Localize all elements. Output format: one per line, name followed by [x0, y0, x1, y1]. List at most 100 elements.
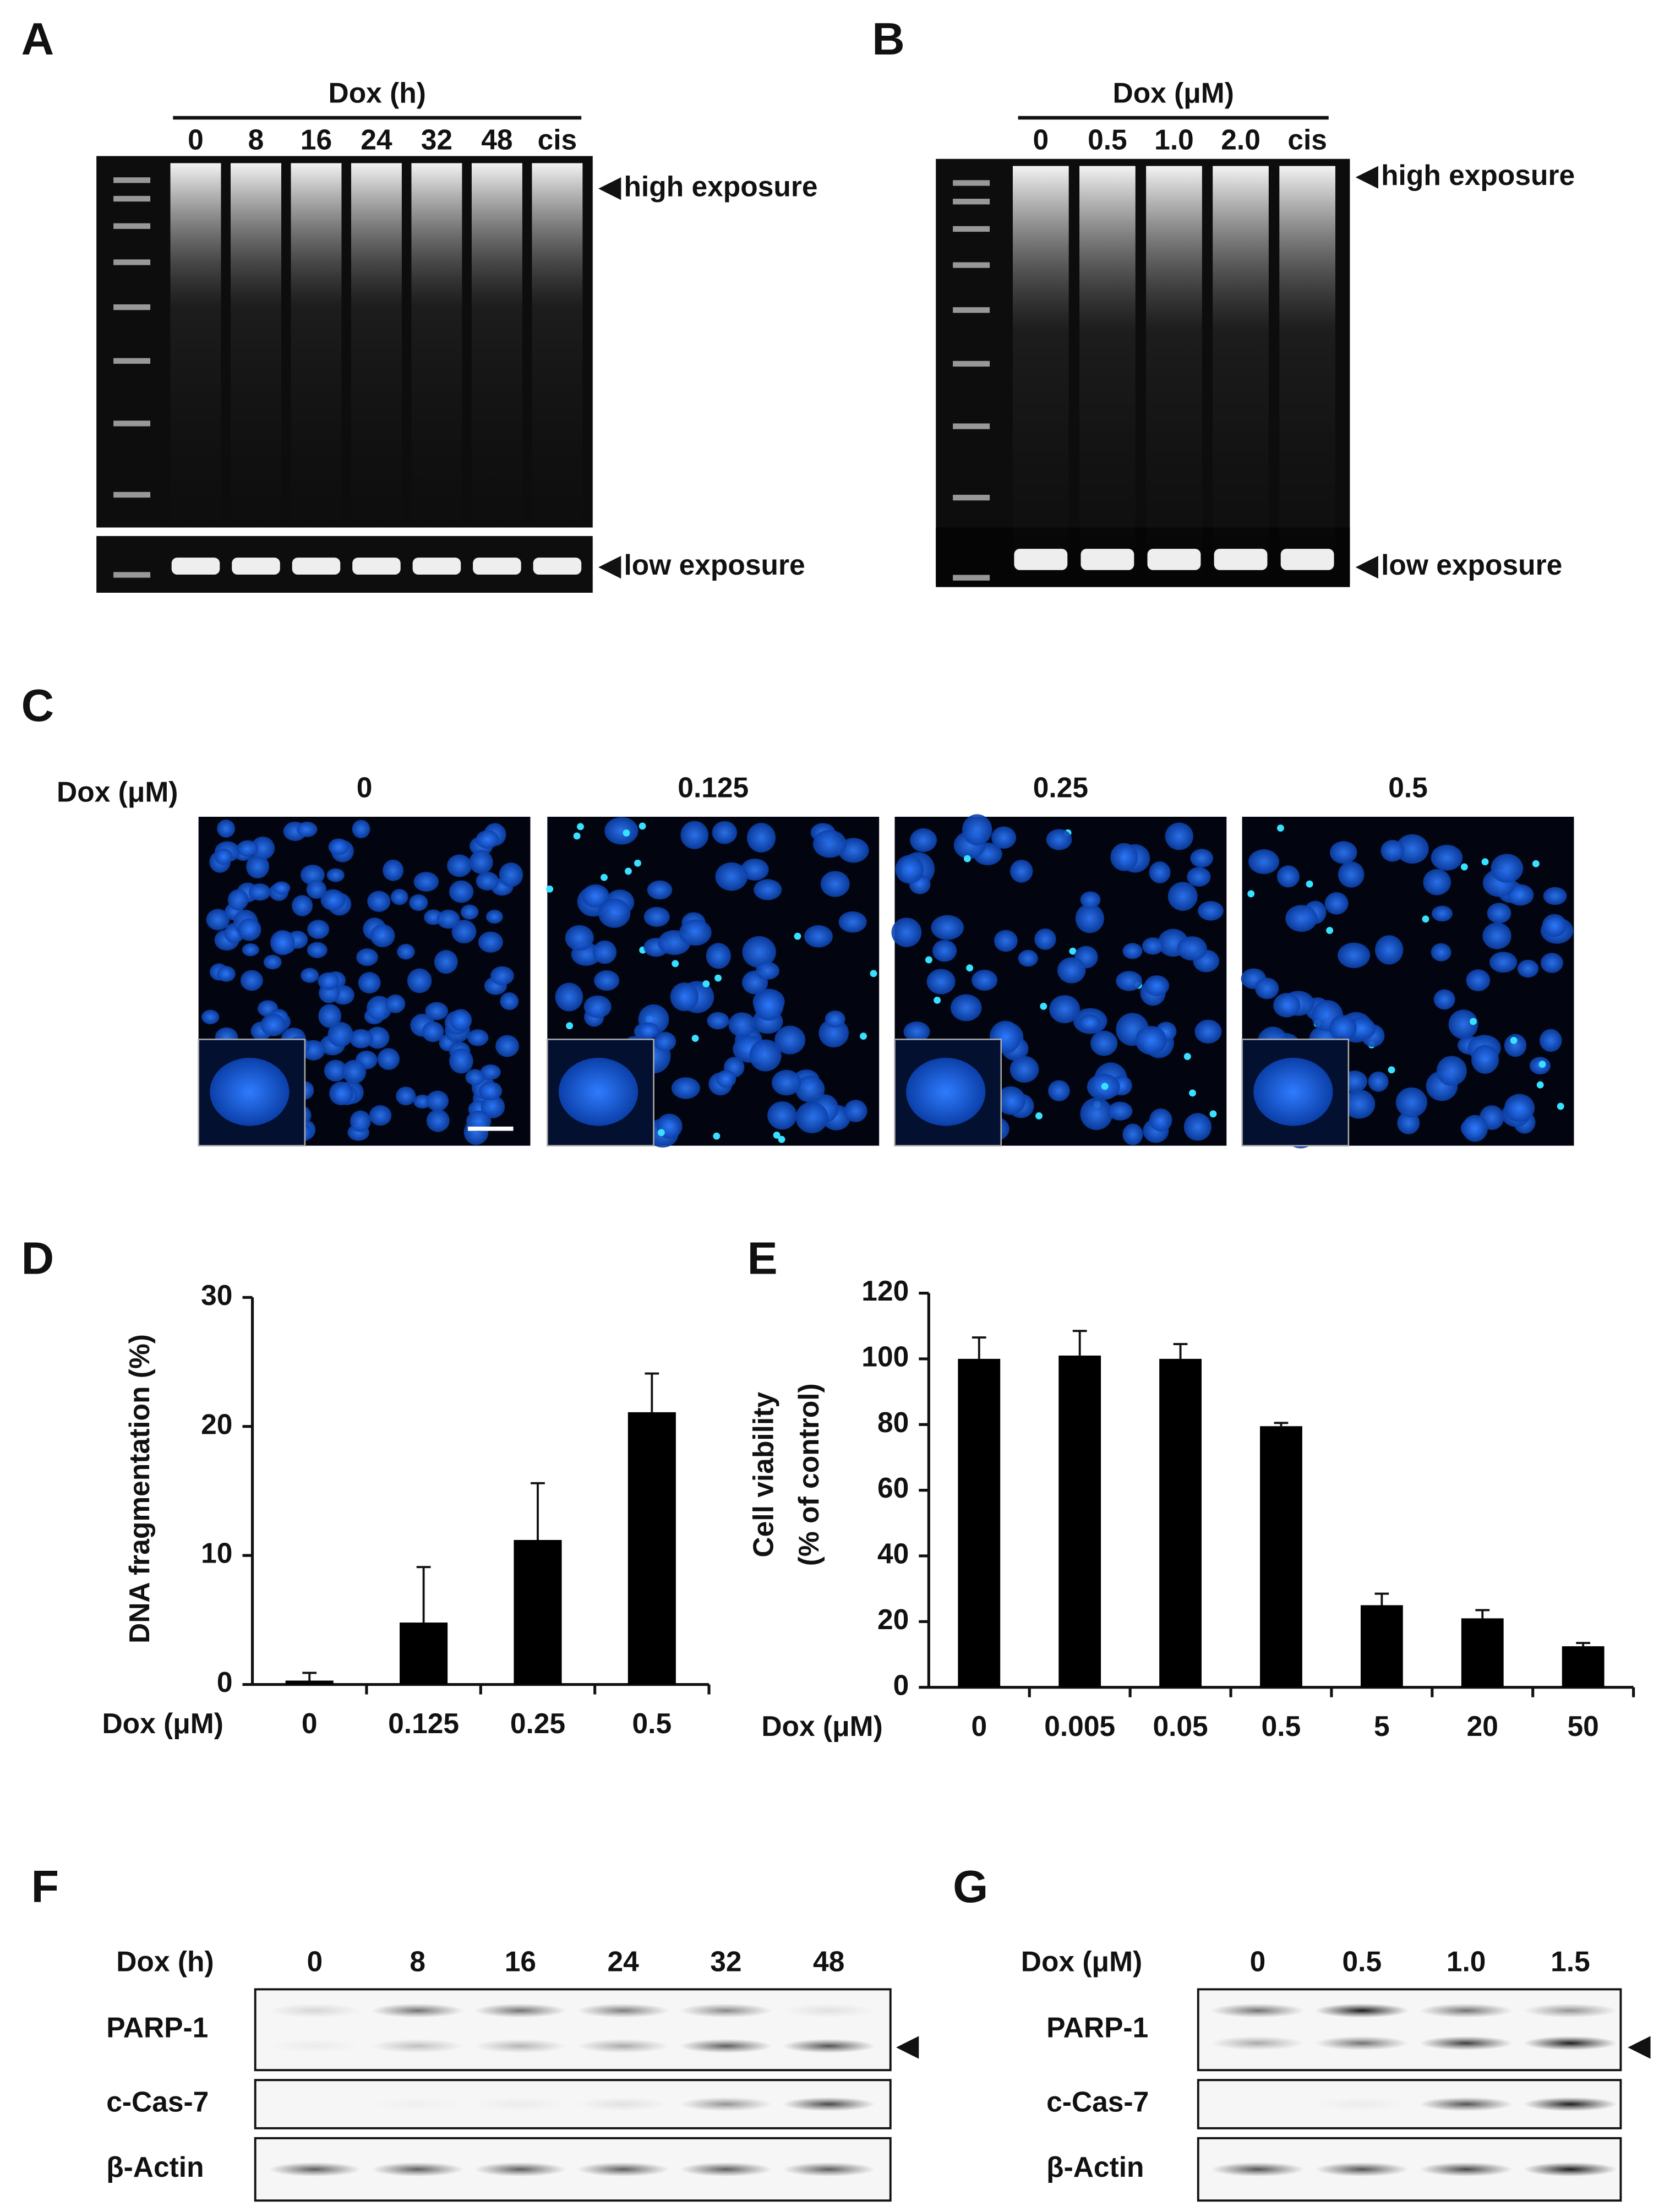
- nucleus: [844, 1100, 867, 1122]
- fragment: [1538, 1061, 1546, 1068]
- lane-label: 0: [1033, 123, 1049, 155]
- band: [577, 2097, 670, 2111]
- nucleus: [1285, 905, 1318, 932]
- fragment: [639, 822, 646, 830]
- nucleus: [598, 898, 631, 928]
- nucleus: [449, 1048, 473, 1074]
- ladder-band: [953, 423, 990, 429]
- nucleus: [962, 814, 992, 845]
- bar: [1461, 1618, 1504, 1687]
- nucleus: [1010, 860, 1033, 883]
- nucleus: [804, 925, 833, 948]
- lane-label: 0: [188, 123, 204, 155]
- nucleus: [300, 865, 325, 885]
- nucleus: [350, 1110, 371, 1132]
- lane-smear: [1146, 166, 1202, 577]
- low-band: [412, 558, 461, 575]
- nucleus: [1078, 1014, 1101, 1031]
- nucleus: [307, 942, 328, 958]
- band: [1419, 2162, 1513, 2177]
- lane-label: 24: [361, 123, 392, 155]
- lane-label: 24: [608, 1946, 640, 1978]
- x-tick-label: 0: [302, 1707, 318, 1739]
- nucleus: [825, 1011, 845, 1028]
- nucleus: [329, 1082, 353, 1106]
- nucleus: [476, 830, 499, 849]
- nucleus: [747, 823, 776, 853]
- nucleus: [1489, 952, 1518, 973]
- nucleus: [1471, 1045, 1499, 1074]
- nucleus: [903, 1021, 930, 1042]
- ladder-band: [113, 223, 151, 229]
- nucleus: [369, 1105, 392, 1126]
- nucleus: [356, 948, 378, 966]
- nucleus: [742, 936, 776, 968]
- nucleus: [1517, 959, 1539, 978]
- x-tick-label: 0.125: [388, 1707, 459, 1739]
- nucleus: [396, 1086, 416, 1106]
- ladder-band: [953, 575, 990, 581]
- nucleus: [301, 968, 319, 983]
- fragment: [625, 867, 632, 875]
- x-tick-label: 20: [1467, 1710, 1498, 1742]
- lane-smear: [532, 163, 583, 521]
- lane-label: 0.125: [678, 772, 749, 804]
- lane-label: 32: [710, 1946, 741, 1978]
- nucleus: [263, 954, 282, 970]
- nucleus: [950, 994, 982, 1022]
- nucleus: [740, 859, 769, 881]
- nucleus: [422, 1022, 444, 1042]
- nucleus: [647, 880, 673, 900]
- nucleus: [680, 821, 709, 849]
- arrowhead: [598, 177, 621, 200]
- fragment: [713, 1132, 721, 1140]
- bar: [1058, 1355, 1101, 1687]
- y-axis-label: DNA fragmentation (%): [123, 1334, 155, 1643]
- nucleus: [409, 894, 428, 911]
- nucleus: [996, 1086, 1025, 1115]
- nucleus: [349, 1029, 373, 1048]
- fragment: [601, 873, 608, 881]
- band: [1523, 2036, 1618, 2051]
- nucleus: [1048, 1080, 1070, 1101]
- nucleus: [1539, 1029, 1562, 1052]
- y-tick-label: 100: [861, 1341, 909, 1373]
- nucleus: [328, 838, 349, 855]
- fragment: [1247, 890, 1255, 898]
- nucleus: [754, 990, 784, 1021]
- band: [782, 2039, 875, 2053]
- arrowhead: [1355, 166, 1378, 189]
- inset-nucleus: [210, 1057, 290, 1126]
- lane-smear: [1079, 166, 1136, 577]
- x-tick-label: 50: [1568, 1710, 1599, 1742]
- band: [679, 2162, 772, 2177]
- nucleus: [425, 1002, 449, 1020]
- nucleus: [728, 1012, 756, 1037]
- band: [1210, 2162, 1305, 2177]
- lane-label: 0: [357, 772, 373, 804]
- exposure-label: low exposure: [1381, 549, 1562, 581]
- lane-label: 1.0: [1447, 1946, 1486, 1978]
- low-band: [1080, 549, 1134, 570]
- nucleus: [994, 930, 1018, 952]
- band: [679, 2039, 772, 2053]
- nucleus: [217, 820, 235, 838]
- lane-label: 0.5: [1088, 123, 1127, 155]
- band: [1210, 2003, 1305, 2018]
- ladder-band: [113, 195, 151, 202]
- nucleus: [1433, 989, 1455, 1010]
- bar: [958, 1358, 1001, 1687]
- nucleus: [217, 966, 236, 982]
- fragment: [1532, 860, 1540, 867]
- fragment: [672, 960, 679, 968]
- nucleus: [413, 872, 439, 892]
- nucleus: [1110, 843, 1138, 871]
- y-axis-label: Cell viability: [747, 1392, 779, 1558]
- fragment: [1183, 1053, 1191, 1060]
- band: [782, 2097, 875, 2111]
- nucleus: [1194, 1019, 1222, 1044]
- nucleus: [246, 854, 270, 879]
- nucleus: [1466, 969, 1491, 992]
- band: [371, 2003, 464, 2018]
- nucleus: [480, 1064, 501, 1080]
